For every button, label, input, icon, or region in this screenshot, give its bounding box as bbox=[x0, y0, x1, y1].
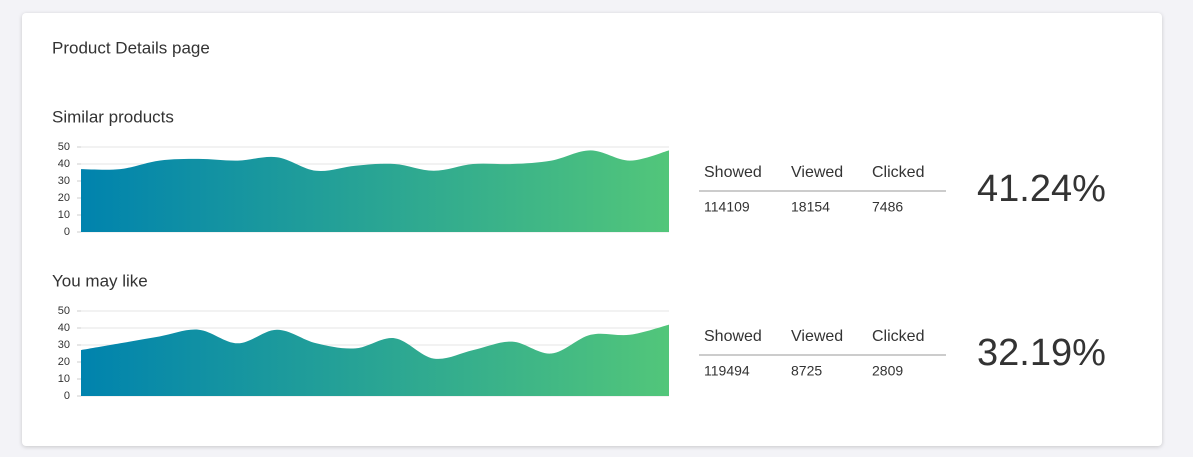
column-header: Clicked bbox=[872, 164, 924, 181]
rate: 32.19% bbox=[977, 332, 1106, 374]
y-tick-label: 40 bbox=[58, 158, 70, 170]
cell: 8725 bbox=[791, 363, 822, 379]
area bbox=[81, 324, 669, 396]
y-tick-label: 20 bbox=[58, 192, 70, 204]
y-tick-label: 50 bbox=[58, 305, 70, 317]
column-header: Showed bbox=[704, 164, 762, 181]
column-header: Clicked bbox=[872, 328, 924, 345]
y-tick-label: 50 bbox=[58, 141, 70, 153]
page-title: Product Details page bbox=[52, 38, 210, 57]
y-tick-label: 30 bbox=[58, 339, 70, 351]
cell: 119494 bbox=[704, 363, 750, 379]
column-header: Showed bbox=[704, 328, 762, 345]
y-tick-label: 10 bbox=[58, 209, 70, 221]
column-header: Viewed bbox=[791, 164, 843, 181]
y-tick-label: 10 bbox=[58, 373, 70, 385]
y-tick-label: 30 bbox=[58, 175, 70, 187]
y-tick-label: 20 bbox=[58, 356, 70, 368]
section-title: You may like bbox=[52, 271, 148, 290]
area bbox=[81, 150, 669, 232]
y-tick-label: 0 bbox=[64, 226, 70, 238]
y-tick-label: 40 bbox=[58, 322, 70, 334]
cell: 2809 bbox=[872, 363, 903, 379]
column-header: Viewed bbox=[791, 328, 843, 345]
rate: 41.24% bbox=[977, 168, 1106, 210]
cell: 7486 bbox=[872, 199, 903, 215]
section-title: Similar products bbox=[52, 107, 174, 126]
cell: 114109 bbox=[704, 199, 750, 215]
cell: 18154 bbox=[791, 199, 830, 215]
y-tick-label: 0 bbox=[64, 390, 70, 402]
